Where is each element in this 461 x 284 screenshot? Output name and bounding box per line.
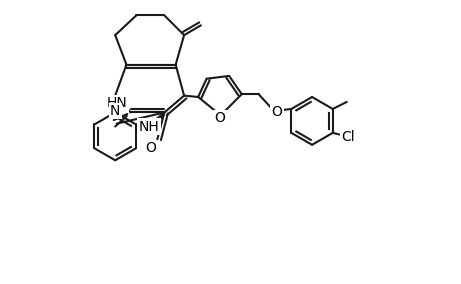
Text: NH: NH (139, 120, 160, 133)
Text: O: O (215, 111, 225, 125)
Text: Cl: Cl (342, 130, 355, 144)
Text: O: O (272, 105, 282, 120)
Text: O: O (145, 141, 156, 155)
Text: N: N (110, 104, 120, 118)
Text: HN: HN (107, 96, 128, 110)
